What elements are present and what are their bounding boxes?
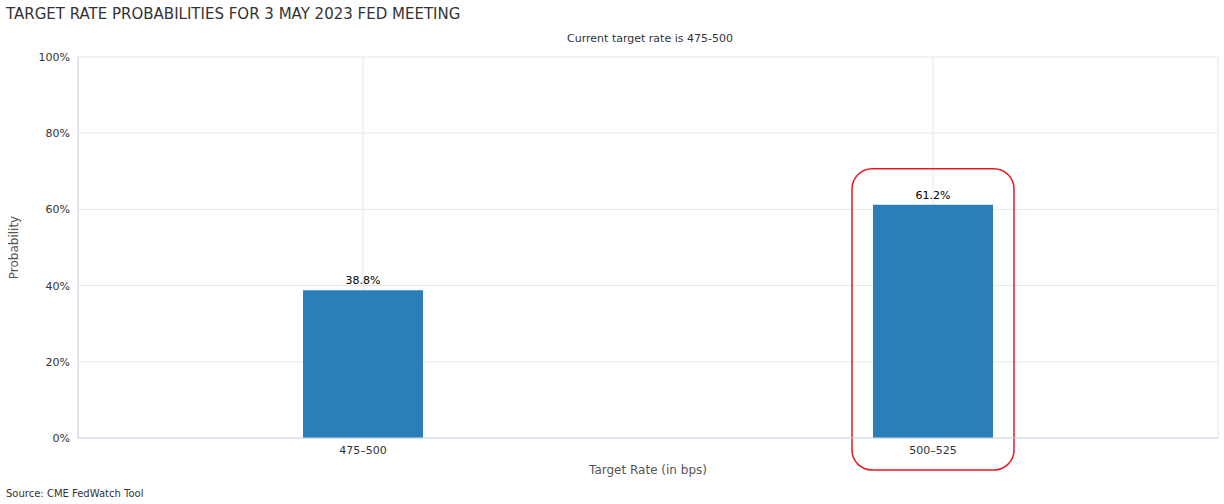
svg-text:100%: 100% <box>39 51 70 64</box>
html-text:Current target rate is 475-500: Current target rate is 475-500 <box>567 32 733 45</box>
svg-text:Target Rate (in bps): Target Rate (in bps) <box>588 463 707 477</box>
html-text:Source: CME FedWatch Tool: Source: CME FedWatch Tool <box>6 488 144 499</box>
svg-text:20%: 20% <box>46 356 70 369</box>
svg-text:60%: 60% <box>46 203 70 216</box>
svg-text:Probability: Probability <box>8 216 21 279</box>
svg-text:40%: 40% <box>46 280 70 293</box>
svg-text:500–525: 500–525 <box>909 444 957 457</box>
svg-text:0%: 0% <box>53 432 70 445</box>
html-text:TARGET RATE PROBABILITIES FOR: TARGET RATE PROBABILITIES FOR 3 MAY 2023… <box>6 5 461 23</box>
svg-text:80%: 80% <box>46 127 70 140</box>
svg-text:475–500: 475–500 <box>339 444 387 457</box>
svg-text:61.2%: 61.2% <box>916 189 951 202</box>
svg-text:38.8%: 38.8% <box>346 274 381 287</box>
